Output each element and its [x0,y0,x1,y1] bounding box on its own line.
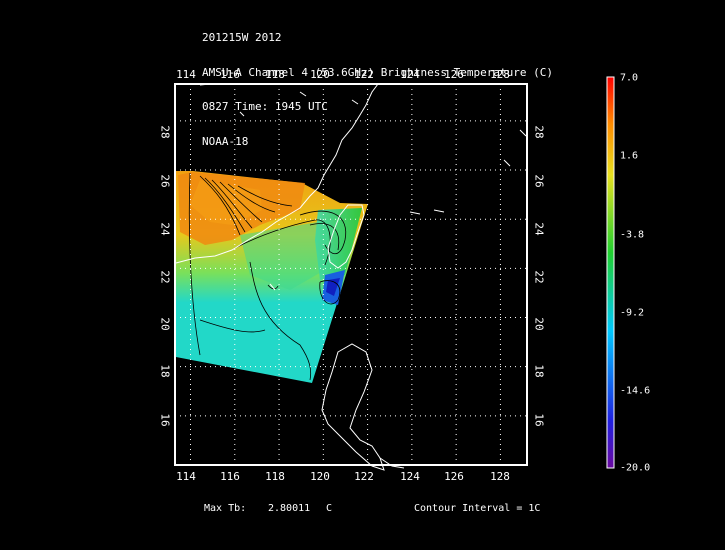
colorbar-label: -9.2 [620,307,645,319]
lat-label: 24 [532,222,546,236]
lat-lon-grid [175,84,527,465]
lon-label: 124 [400,470,420,483]
lon-label: 126 [444,470,464,483]
channel-title: AMSU-A Channel 4 (53.6GHz) Brightness Te… [202,65,553,79]
lat-label: 28 [158,125,172,139]
lon-label: 114 [176,68,196,81]
lat-label: 20 [532,317,546,331]
colorbar-label: -20.0 [620,462,651,474]
max-tb-label: Max Tb: [204,503,247,514]
lat-label: 22 [158,270,172,284]
storm-id-title: 201215W 2012 [202,31,282,44]
colorbar [606,76,615,469]
map-frame [174,83,528,466]
lat-label: 16 [158,413,172,427]
time-title: 0827 Time: 1945 UTC [202,100,328,113]
lat-label: 16 [532,413,546,427]
lon-label: 128 [490,470,510,483]
colorbar-label: 7.0 [620,72,639,84]
lat-label: 24 [158,222,172,236]
lon-label: 118 [265,470,285,483]
lon-label: 116 [220,68,240,81]
lon-label: 128 [490,68,510,81]
lat-label: 18 [532,364,546,378]
colorbar-label: -3.8 [620,229,645,241]
brightness-swath [175,171,368,383]
satellite-title: NOAA-18 [202,134,249,148]
lon-label: 120 [310,470,330,483]
lat-label: 18 [158,364,172,378]
max-tb-value: 2.80011 [268,503,311,514]
lon-label: 118 [265,68,285,81]
lon-label: 120 [310,68,330,81]
lat-label: 20 [158,317,172,331]
colorbar-label: 1.6 [620,150,639,162]
lon-label: 116 [220,470,240,483]
chart-header: 201215W 2012 AMSU-A Channel 4 (53.6GHz) … [202,9,553,159]
lon-label: 126 [444,68,464,81]
lon-label: 122 [354,470,374,483]
lat-label: 28 [532,125,546,139]
lat-label: 26 [158,174,172,188]
lon-label: 114 [176,470,196,483]
lat-label: 22 [532,270,546,284]
lon-label: 122 [354,68,374,81]
contour-interval-label: Contour Interval = 1C [414,503,541,514]
max-tb-unit: C [326,503,333,514]
colorbar-label: -14.6 [620,385,651,397]
lat-label: 26 [532,174,546,188]
lon-label: 124 [400,68,420,81]
